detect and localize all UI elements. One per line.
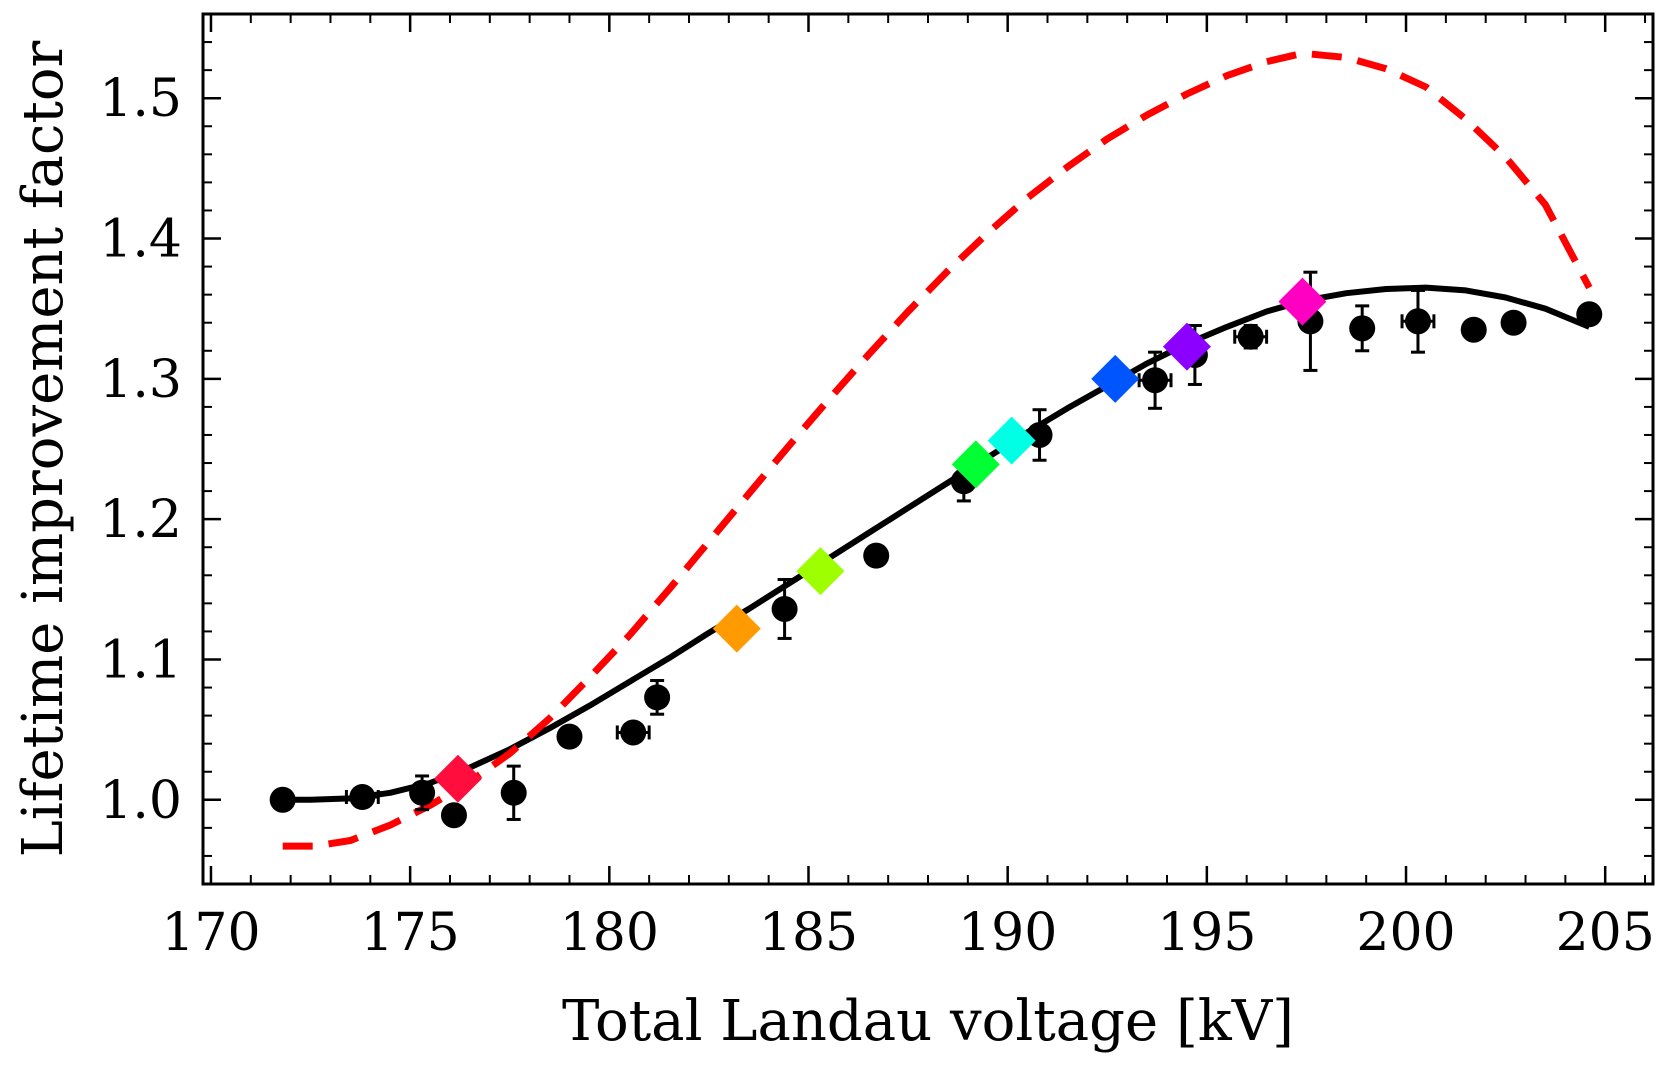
y-axis-label: Lifetime improvement factor [11, 40, 76, 857]
diamond-marker [987, 416, 1036, 465]
data-point [1349, 315, 1376, 342]
data-point [1576, 301, 1603, 328]
diamond-marker [1278, 277, 1327, 326]
data-point [1500, 309, 1527, 336]
y-tick-label: 1.5 [99, 69, 182, 129]
data-point [1404, 308, 1431, 335]
y-tick-label: 1.2 [99, 490, 182, 550]
plot-frame [201, 12, 1655, 886]
diamond-marker [951, 440, 1000, 489]
data-point [349, 784, 376, 810]
data-point [556, 723, 583, 750]
data-points [269, 270, 1603, 829]
data-point [1237, 323, 1264, 350]
y-tick-label: 1.1 [99, 630, 182, 690]
diamond-marker [1091, 354, 1140, 403]
x-tick-label: 190 [958, 903, 1057, 963]
diamond-marker [1162, 322, 1211, 371]
data-point [644, 684, 671, 711]
diamond-marker [712, 604, 761, 653]
data-point [771, 595, 798, 622]
x-axis-label: Total Landau voltage [kV] [562, 989, 1294, 1054]
data-point [1142, 367, 1169, 394]
data-point [440, 802, 467, 829]
data-point [500, 779, 527, 806]
highlight-markers [433, 277, 1327, 803]
axis-ticks [203, 13, 1653, 885]
data-point [269, 786, 296, 813]
curves [282, 49, 1593, 850]
x-tick-label: 170 [161, 903, 260, 963]
x-tick-label: 175 [361, 903, 460, 963]
diamond-marker [796, 547, 845, 596]
x-tick-label: 180 [560, 903, 659, 963]
diamond-marker [433, 754, 482, 803]
y-tick-label: 1.0 [99, 771, 182, 831]
x-tick-label: 200 [1356, 903, 1455, 963]
data-point [409, 779, 436, 806]
fit-curve [282, 284, 1591, 803]
y-tick-label: 1.3 [99, 350, 182, 410]
x-tick-label: 195 [1157, 903, 1256, 963]
dashed-curve [282, 49, 1593, 850]
y-tick-label: 1.4 [99, 210, 182, 270]
x-tick-label: 205 [1556, 903, 1655, 963]
x-tick-label: 185 [759, 903, 858, 963]
data-point [620, 719, 647, 746]
data-point [863, 542, 890, 569]
tick-labels: 170 175 180 185 190 195 200 205 1.0 1.1 1.2 1.3 1.4 1… [99, 69, 1655, 963]
data-point [1460, 316, 1487, 343]
